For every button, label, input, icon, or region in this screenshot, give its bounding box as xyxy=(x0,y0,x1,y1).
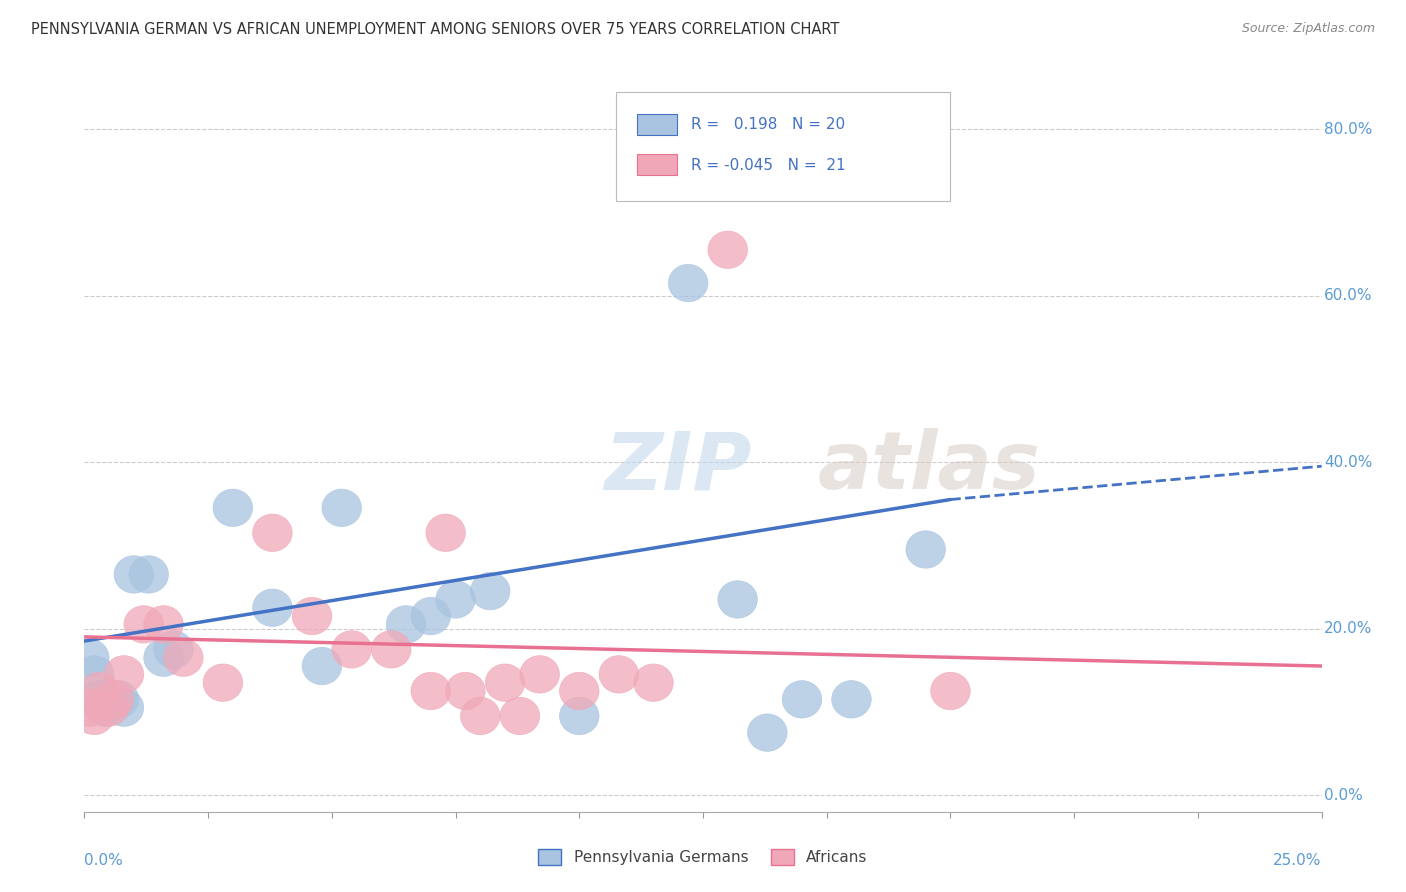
Ellipse shape xyxy=(648,123,688,161)
Ellipse shape xyxy=(709,231,748,268)
Text: R = -0.045   N =  21: R = -0.045 N = 21 xyxy=(690,158,845,172)
Ellipse shape xyxy=(782,681,821,718)
Ellipse shape xyxy=(599,656,638,693)
Text: 25.0%: 25.0% xyxy=(1274,853,1322,868)
Ellipse shape xyxy=(461,698,501,735)
Ellipse shape xyxy=(253,514,292,551)
Text: atlas: atlas xyxy=(818,428,1040,506)
Ellipse shape xyxy=(153,631,193,668)
Ellipse shape xyxy=(143,639,183,676)
Text: 80.0%: 80.0% xyxy=(1324,121,1372,136)
Ellipse shape xyxy=(748,714,787,751)
FancyBboxPatch shape xyxy=(616,93,950,201)
Ellipse shape xyxy=(905,531,945,568)
Text: PENNSYLVANIA GERMAN VS AFRICAN UNEMPLOYMENT AMONG SENIORS OVER 75 YEARS CORRELAT: PENNSYLVANIA GERMAN VS AFRICAN UNEMPLOYM… xyxy=(31,22,839,37)
Text: 0.0%: 0.0% xyxy=(84,853,124,868)
Ellipse shape xyxy=(332,631,371,668)
Ellipse shape xyxy=(560,673,599,710)
Text: 60.0%: 60.0% xyxy=(1324,288,1372,303)
Ellipse shape xyxy=(471,573,510,610)
Ellipse shape xyxy=(79,681,120,718)
Ellipse shape xyxy=(163,639,202,676)
Ellipse shape xyxy=(485,664,524,701)
Ellipse shape xyxy=(79,673,120,710)
Ellipse shape xyxy=(411,598,450,635)
Ellipse shape xyxy=(84,689,124,726)
Ellipse shape xyxy=(214,489,253,526)
Ellipse shape xyxy=(387,606,426,643)
Ellipse shape xyxy=(124,606,163,643)
Text: 0.0%: 0.0% xyxy=(1324,788,1362,803)
Ellipse shape xyxy=(253,589,292,626)
Ellipse shape xyxy=(202,664,243,701)
Ellipse shape xyxy=(100,681,139,718)
Ellipse shape xyxy=(520,656,560,693)
Ellipse shape xyxy=(143,606,183,643)
Text: 40.0%: 40.0% xyxy=(1324,455,1372,469)
Ellipse shape xyxy=(292,598,332,635)
Ellipse shape xyxy=(75,698,114,735)
Ellipse shape xyxy=(560,698,599,735)
Ellipse shape xyxy=(114,556,153,593)
Text: ZIP: ZIP xyxy=(605,428,751,506)
Ellipse shape xyxy=(832,681,872,718)
Ellipse shape xyxy=(436,581,475,618)
Ellipse shape xyxy=(634,664,673,701)
Ellipse shape xyxy=(718,581,758,618)
Ellipse shape xyxy=(69,689,110,726)
Text: R =   0.198   N = 20: R = 0.198 N = 20 xyxy=(690,117,845,132)
Ellipse shape xyxy=(104,689,143,726)
Ellipse shape xyxy=(371,631,411,668)
Ellipse shape xyxy=(426,514,465,551)
Ellipse shape xyxy=(90,689,129,726)
Ellipse shape xyxy=(668,264,709,301)
Ellipse shape xyxy=(411,673,450,710)
Legend: Pennsylvania Germans, Africans: Pennsylvania Germans, Africans xyxy=(533,843,873,871)
Text: 20.0%: 20.0% xyxy=(1324,621,1372,636)
Text: Source: ZipAtlas.com: Source: ZipAtlas.com xyxy=(1241,22,1375,36)
Ellipse shape xyxy=(931,673,970,710)
Ellipse shape xyxy=(129,556,169,593)
Ellipse shape xyxy=(446,673,485,710)
Ellipse shape xyxy=(94,681,134,718)
Ellipse shape xyxy=(75,656,114,693)
Ellipse shape xyxy=(302,648,342,685)
Bar xyxy=(637,114,678,135)
Ellipse shape xyxy=(501,698,540,735)
Ellipse shape xyxy=(322,489,361,526)
Ellipse shape xyxy=(104,656,143,693)
Ellipse shape xyxy=(69,639,110,676)
Bar xyxy=(637,153,678,175)
